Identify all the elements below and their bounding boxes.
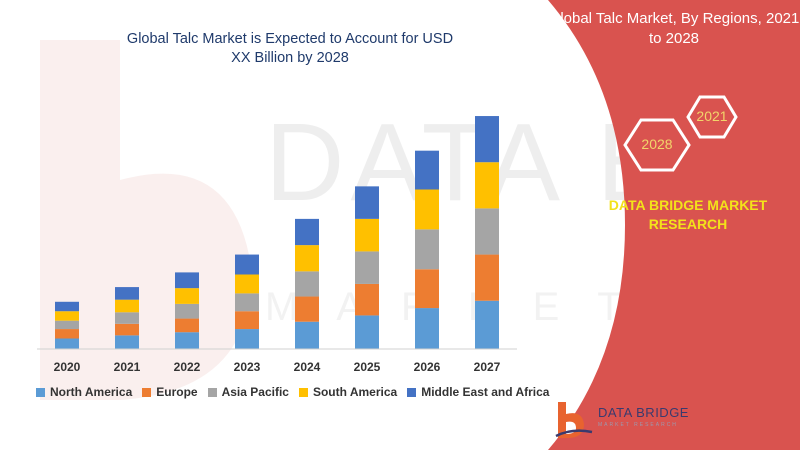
- legend-label: Europe: [156, 385, 198, 399]
- bar-segment-2020-1: [55, 338, 79, 349]
- bar-segment-2027-1: [475, 300, 499, 349]
- x-tick-label: 2022: [174, 360, 201, 374]
- legend-swatch: [298, 387, 308, 397]
- bar-segment-2020-5: [55, 301, 79, 312]
- logo-tagline: MARKET RESEARCH: [598, 422, 678, 428]
- bar-segment-2027-3: [475, 208, 499, 255]
- x-tick-label: 2021: [114, 360, 141, 374]
- bar-segment-2026-4: [415, 189, 439, 230]
- bar-segment-2024-1: [295, 321, 319, 349]
- legend-item-middle-east-africa: Middle East and Africa: [407, 385, 549, 399]
- bar-segment-2022-4: [175, 288, 199, 304]
- bar-segment-2022-2: [175, 318, 199, 333]
- bar-segment-2020-3: [55, 320, 79, 330]
- legend-item-europe: Europe: [142, 385, 198, 399]
- x-tick-label: 2027: [474, 360, 501, 374]
- bar-segment-2021-4: [115, 299, 139, 313]
- legend-label: Asia Pacific: [221, 385, 289, 399]
- bar-segment-2025-1: [355, 315, 379, 349]
- bar-segment-2022-1: [175, 332, 199, 349]
- panel-title: Global Talc Market, By Regions, 2021 to …: [548, 10, 800, 47]
- bar-segment-2021-5: [115, 287, 139, 300]
- bar-segment-2020-4: [55, 311, 79, 321]
- legend-swatch: [36, 387, 45, 397]
- x-tick-label: 2020: [54, 360, 81, 374]
- bar-segment-2022-3: [175, 303, 199, 319]
- legend-item-north-america: North America: [36, 385, 132, 399]
- logo-name: DATA BRIDGE: [598, 405, 689, 420]
- bar-segment-2027-2: [475, 254, 499, 301]
- legend-swatch: [207, 387, 217, 397]
- data-bridge-logo-icon: [555, 402, 593, 438]
- bar-segment-2022-5: [175, 272, 199, 289]
- bar-segment-2024-4: [295, 245, 319, 272]
- legend-swatch: [407, 387, 417, 397]
- bar-segment-2026-2: [415, 269, 439, 309]
- bar-segment-2026-1: [415, 308, 439, 349]
- hexagon-2028: [623, 118, 691, 172]
- bar-segment-2021-2: [115, 323, 139, 336]
- bar-segment-2025-2: [355, 283, 379, 316]
- bar-segment-2025-4: [355, 218, 379, 252]
- bar-segment-2023-4: [235, 274, 259, 294]
- hexagon-2021: [686, 95, 738, 139]
- bar-segment-2020-2: [55, 329, 79, 339]
- brand-name: DATA BRIDGE MARKET RESEARCH: [608, 197, 768, 232]
- bar-segment-2023-1: [235, 329, 259, 349]
- bar-segment-2027-4: [475, 162, 499, 209]
- hex-year-2028: 2028: [641, 136, 673, 152]
- legend-label: Middle East and Africa: [421, 385, 550, 399]
- bar-segment-2023-2: [235, 311, 259, 330]
- bar-segment-2027-5: [475, 116, 499, 163]
- legend: North America Europe Asia Pacific South …: [36, 384, 549, 400]
- legend-item-south-america: South America: [298, 385, 398, 399]
- legend-item-asia-pacific: Asia Pacific: [207, 385, 289, 399]
- legend-label: South America: [312, 385, 398, 399]
- bar-segment-2026-3: [415, 229, 439, 270]
- legend-swatch: [142, 387, 152, 397]
- bar-segment-2026-5: [415, 150, 439, 190]
- bar-segment-2021-3: [115, 312, 139, 324]
- bar-segment-2023-5: [235, 254, 259, 275]
- bar-segment-2023-3: [235, 293, 259, 312]
- x-tick-label: 2026: [414, 360, 441, 374]
- bar-segment-2025-5: [355, 186, 379, 219]
- bar-segment-2024-2: [295, 296, 319, 322]
- bar-segment-2021-1: [115, 335, 139, 349]
- bar-segment-2025-3: [355, 251, 379, 284]
- x-tick-label: 2023: [234, 360, 261, 374]
- hex-year-2021: 2021: [696, 108, 728, 124]
- x-tick-label: 2025: [354, 360, 381, 374]
- bar-segment-2024-3: [295, 271, 319, 297]
- legend-label: North America: [50, 385, 133, 399]
- x-tick-label: 2024: [294, 360, 321, 374]
- bar-segment-2024-5: [295, 218, 319, 246]
